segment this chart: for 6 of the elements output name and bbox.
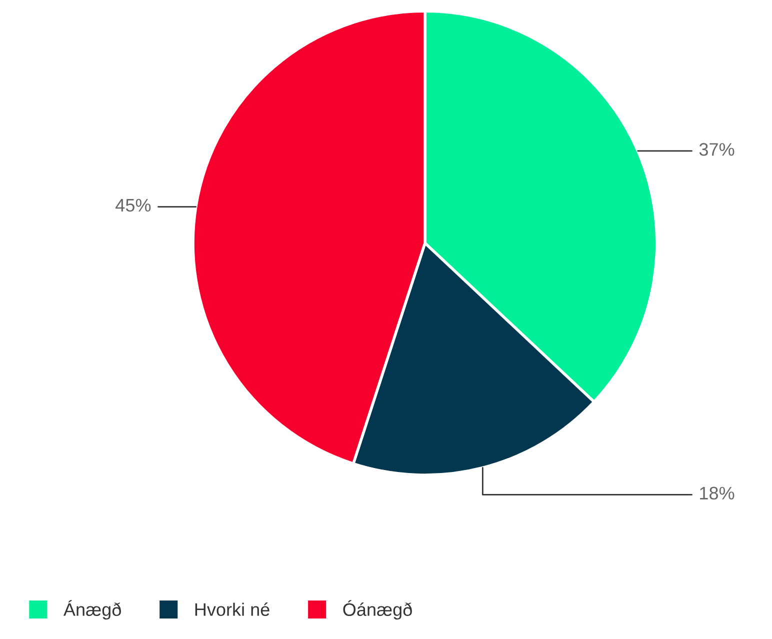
legend-label: Ánægð	[63, 600, 121, 620]
data-label: 18%	[700, 486, 734, 500]
data-label: 37%	[699, 143, 734, 156]
legend-label: Hvorki né	[195, 602, 270, 616]
data-label: 45%	[116, 198, 151, 212]
legend-label: Óánægð	[343, 600, 412, 620]
